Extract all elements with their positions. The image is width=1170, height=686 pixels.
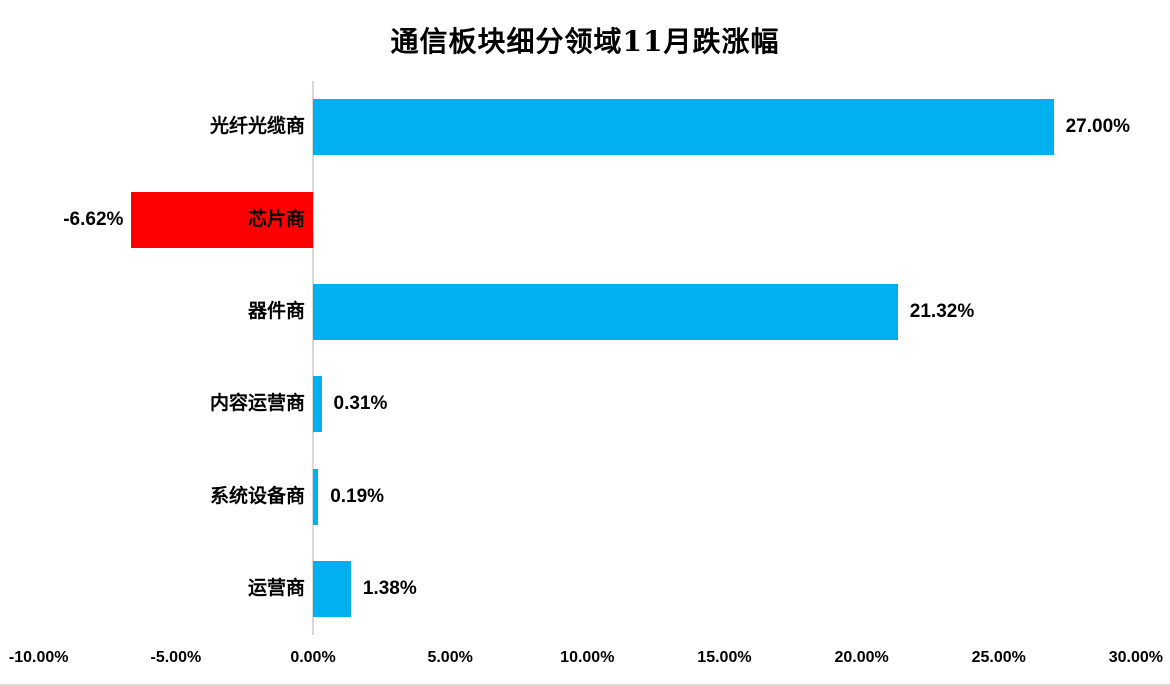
bar-6 xyxy=(313,560,351,617)
category-label: 运营商 xyxy=(247,577,305,599)
x-axis-tick-label: 15.00% xyxy=(697,649,752,666)
category-label: 内容运营商 xyxy=(209,393,305,415)
zero-axis-line xyxy=(312,81,314,635)
value-label: 0.19% xyxy=(330,485,385,507)
x-axis-tick-label: 25.00% xyxy=(971,649,1026,666)
x-axis-tick-label: 30.00% xyxy=(1108,649,1164,666)
bar-1 xyxy=(313,99,1054,156)
value-label: 27.00% xyxy=(1065,116,1131,138)
bar-4 xyxy=(313,376,322,433)
x-axis-tick-label: -5.00% xyxy=(150,649,202,666)
bar-5 xyxy=(313,468,319,525)
chart-title: 通信板块细分领域11月跌涨幅 xyxy=(390,25,780,58)
category-label: 器件商 xyxy=(247,300,305,322)
value-label: 1.38% xyxy=(362,577,417,599)
value-label: 0.31% xyxy=(333,393,388,415)
x-axis-tick-label: 20.00% xyxy=(834,649,889,666)
category-label: 系统设备商 xyxy=(209,485,305,507)
x-axis-tick-label: 0.00% xyxy=(290,649,336,666)
x-axis-tick-label: -10.00% xyxy=(8,649,69,666)
value-label: -6.62% xyxy=(63,208,124,230)
bar-3 xyxy=(313,283,898,340)
category-label: 光纤光缆商 xyxy=(209,116,305,138)
category-label: 芯片商 xyxy=(247,208,305,230)
x-axis-tick-label: 10.00% xyxy=(560,649,615,666)
x-axis-tick-label: 5.00% xyxy=(427,649,473,666)
bar-2 xyxy=(131,191,313,248)
value-label: 21.32% xyxy=(909,300,975,322)
